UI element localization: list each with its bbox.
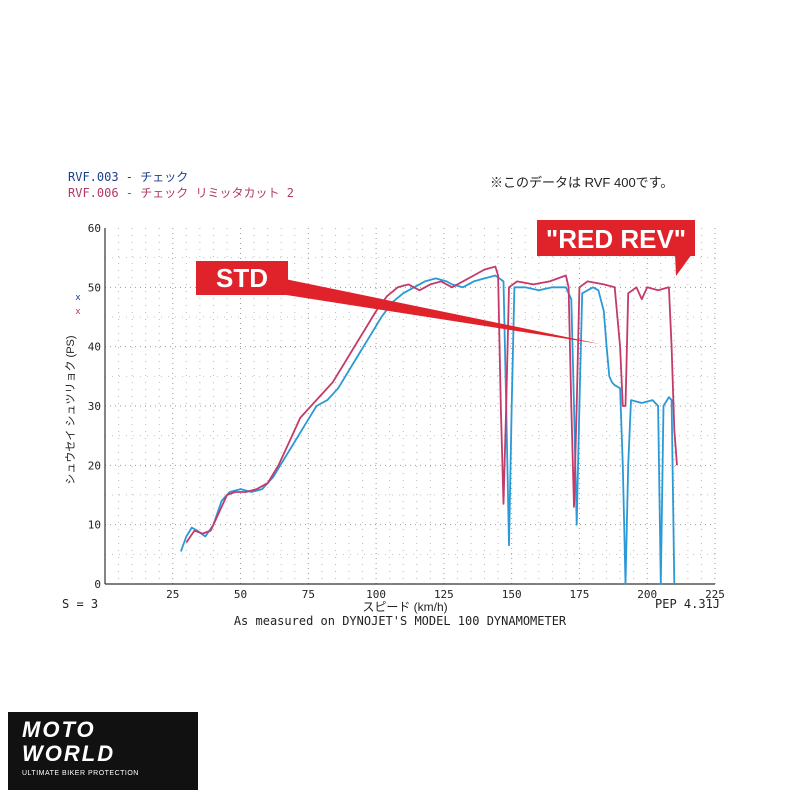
y-axis-label: シュウセイ シュツリョク (PS) (64, 335, 77, 484)
std-label: STD (216, 263, 268, 293)
y-tick-label: 0 (94, 578, 101, 591)
series-line-1 (180, 274, 676, 585)
logo-tagline: ULTIMATE BIKER PROTECTION (22, 770, 139, 777)
tick-labels: 0 10 20 30 40 50 60 25 50 75 100 125 150 175 200 225 (88, 222, 725, 601)
x-tick-label: 25 (166, 588, 179, 601)
y-tick-label: 10 (88, 519, 101, 532)
logo-line-2: WORLD (22, 741, 116, 766)
x-tick-label: 200 (637, 588, 657, 601)
y-tick-label: 30 (88, 400, 101, 413)
series-line-2 (185, 265, 678, 544)
std-callout: STD (196, 261, 600, 344)
y-tick-label: 40 (88, 341, 101, 354)
data-note: ※このデータは RVF 400です。 (490, 175, 673, 190)
y-tick-label: 60 (88, 222, 101, 235)
red-rev-label: "RED REV" (546, 224, 686, 254)
red-rev-pointer (675, 254, 692, 276)
series-lines (180, 265, 678, 585)
x-tick-label: 125 (434, 588, 454, 601)
x-tick-label: 100 (366, 588, 386, 601)
grid (105, 228, 716, 584)
smoothing-label: S = 3 (62, 597, 98, 611)
measured-note: As measured on DYNOJET'S MODEL 100 DYNAM… (234, 614, 567, 628)
red-rev-callout: "RED REV" (537, 220, 695, 276)
software-code: PEP 4.31J (655, 597, 720, 611)
motoworld-logo: MOTO WORLD ULTIMATE BIKER PROTECTION (8, 712, 198, 790)
legend-series-1: RVF.003 - チェック (68, 170, 188, 184)
logo-line-1: MOTO (22, 717, 96, 742)
x-tick-label: 225 (705, 588, 725, 601)
x-tick-label: 50 (234, 588, 247, 601)
x-tick-label: 175 (570, 588, 590, 601)
axes (104, 228, 715, 585)
y-axis-series-markers: x x (75, 293, 81, 317)
legend-series-2: RVF.006 - チェック リミッタカット 2 (68, 186, 294, 200)
svg-text:x: x (75, 307, 81, 317)
y-tick-label: 50 (88, 281, 101, 294)
std-pointer (280, 278, 600, 344)
y-tick-label: 20 (88, 459, 101, 472)
red-rev-box (537, 220, 695, 256)
x-axis-label: スピード (km/h) (362, 600, 447, 614)
std-box (196, 261, 288, 295)
svg-text:x: x (75, 293, 81, 303)
x-tick-label: 150 (502, 588, 522, 601)
x-tick-label: 75 (302, 588, 315, 601)
